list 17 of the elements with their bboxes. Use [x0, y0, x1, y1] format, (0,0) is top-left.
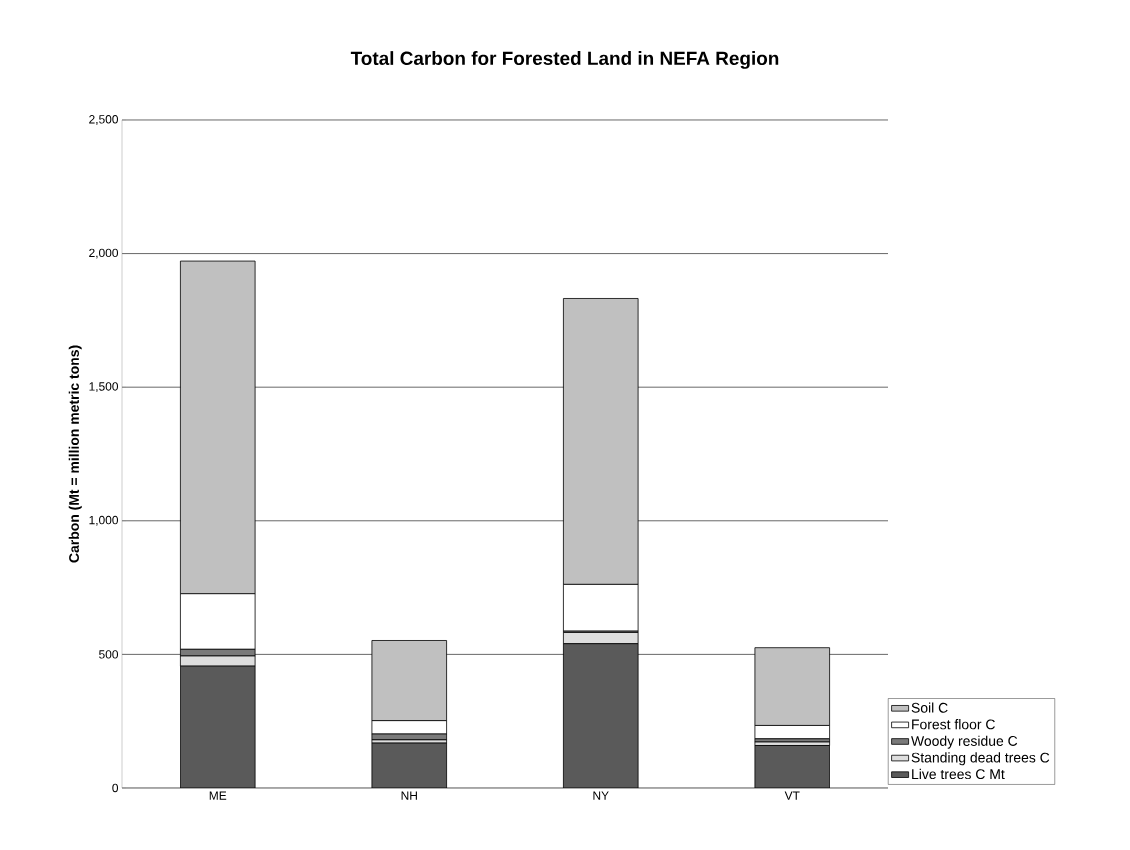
x-tick-label: NH — [401, 791, 417, 800]
y-tick-label: 2,000 — [89, 248, 119, 259]
y-tick-label: 500 — [99, 650, 119, 659]
legend-label: Standing dead trees C — [911, 752, 1050, 766]
legend-label: Woody residue C — [911, 735, 1018, 749]
y-axis-title: Carbon (Mt = million metric tons) — [68, 345, 82, 563]
x-tick-label: ME — [209, 791, 227, 800]
y-tick-label: 1,500 — [89, 382, 119, 393]
chart-title: Total Carbon for Forested Land in NEFA Region — [350, 51, 779, 69]
y-tick-label: 0 — [112, 783, 119, 793]
legend-label: Soil C — [911, 702, 948, 713]
y-tick-label: 2,500 — [89, 115, 119, 125]
legend-label: Live trees C Mt — [912, 768, 1005, 780]
y-tick-label: 1,000 — [89, 515, 119, 526]
legend-label: Forest floor C — [912, 719, 995, 730]
x-tick-label: NY — [593, 791, 609, 800]
x-tick-label: VT — [784, 791, 800, 800]
